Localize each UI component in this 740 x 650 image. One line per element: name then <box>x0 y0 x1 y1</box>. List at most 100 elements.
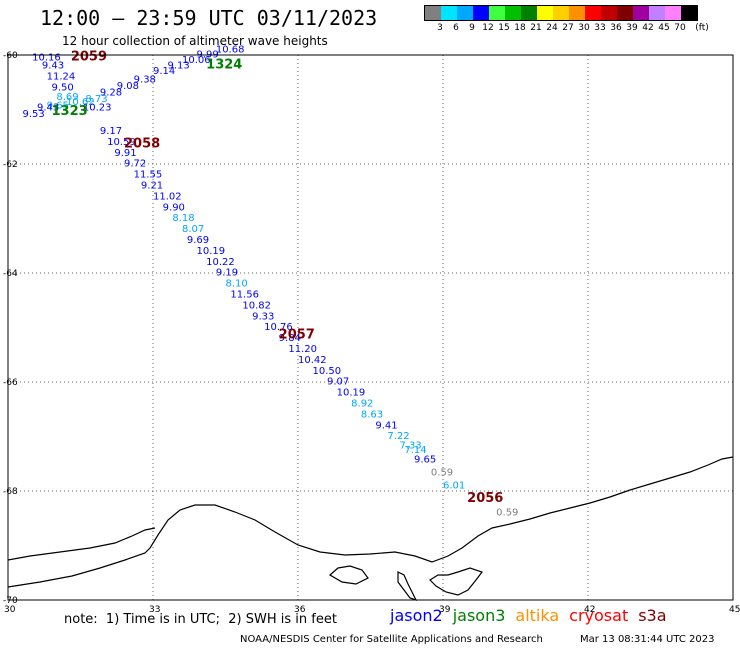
legend-tick-label: 18 <box>514 23 526 33</box>
wave-height-label: 8.63 <box>361 409 383 420</box>
legend-tick-label: 15 <box>498 23 510 33</box>
wave-height-label: 10.42 <box>298 355 327 366</box>
wave-height-label: 10.82 <box>242 300 271 311</box>
legend-tick-label: 9 <box>469 23 475 33</box>
lon-tick-label: 33 <box>149 605 160 615</box>
pass-number-label: 1323 <box>52 104 88 119</box>
legend-swatches <box>424 5 698 21</box>
wave-height-label: 10.19 <box>337 388 366 399</box>
wave-height-label: 11.55 <box>134 170 163 181</box>
pass-number-label: 2058 <box>124 137 160 152</box>
island-outline <box>328 565 369 585</box>
lat-tick-label: -60 <box>3 51 18 61</box>
legend-tick-label: 33 <box>594 23 606 33</box>
legend-tick-label: 30 <box>578 23 590 33</box>
generation-timestamp: Mar 13 08:31:44 UTC 2023 <box>580 634 715 645</box>
legend-swatch <box>441 6 457 20</box>
legend-swatch <box>649 6 665 20</box>
wave-height-label: 8.18 <box>172 213 194 224</box>
wave-height-label: 0.59 <box>431 468 453 479</box>
wave-height-label: 10.06 <box>182 55 211 66</box>
legend-tick-label: 6 <box>453 23 459 33</box>
legend-swatch <box>569 6 585 20</box>
legend-swatch <box>537 6 553 20</box>
legend-tick-label: 21 <box>530 23 542 33</box>
legend-tick-label: 39 <box>626 23 638 33</box>
legend-swatch <box>633 6 649 20</box>
wave-height-label: 9.91 <box>114 148 136 159</box>
legend-swatch <box>505 6 521 20</box>
wave-height-label: 9.84 <box>279 333 301 344</box>
wave-height-label: 11.20 <box>288 344 317 355</box>
wave-height-label: 10.16 <box>32 52 61 63</box>
wave-height-label: 11.24 <box>47 72 76 83</box>
satellite-track-labels: 10.689.9910.069.139.149.389.089.288.7310… <box>23 44 519 518</box>
legend-swatch <box>601 6 617 20</box>
island-outline <box>397 571 418 602</box>
wave-height-label: 10.59 <box>107 137 136 148</box>
legend-swatch <box>489 6 505 20</box>
lat-tick-label: -66 <box>3 378 18 388</box>
wave-height-label: 11.02 <box>153 191 182 202</box>
legend-tick-label: 36 <box>610 23 622 33</box>
legend-swatch <box>553 6 569 20</box>
map-subtitle: 12 hour collection of altimeter wave hei… <box>62 34 328 48</box>
wave-height-label: 10.19 <box>197 246 226 257</box>
legend-labels: 3 6 9 12 15 18 21 24 27 30 33 36 39 42 45 70 (ft) <box>424 21 709 35</box>
legend-tick-label: 70 <box>674 23 686 33</box>
lon-tick-label: 36 <box>294 605 306 615</box>
lon-tick-label: 45 <box>729 605 740 615</box>
lat-tick-label: -64 <box>3 269 18 279</box>
pass-number-label: 2057 <box>279 327 315 342</box>
legend-swatch <box>617 6 633 20</box>
wave-height-label: 9.69 <box>187 235 209 246</box>
wave-height-label: 0.59 <box>496 508 518 519</box>
credit-line: NOAA/NESDIS Center for Satellite Applica… <box>240 634 543 645</box>
wave-height-label: 8.07 <box>182 224 204 235</box>
wave-height-label: 9.65 <box>414 455 436 466</box>
color-legend: 3 6 9 12 15 18 21 24 27 30 33 36 39 42 45 70 (ft) <box>424 5 709 35</box>
satellite-key-jason3: jason3 <box>452 606 506 625</box>
lat-tick-label: -70 <box>3 596 18 606</box>
wave-height-label: 7.22 <box>387 431 409 442</box>
wave-height-label: 9.13 <box>168 61 190 72</box>
wave-height-label: 11.56 <box>230 290 259 301</box>
wave-height-label: 9.65 <box>47 100 69 111</box>
antarctic-coastline <box>7 456 734 602</box>
wave-height-label: 10.76 <box>264 322 293 333</box>
satellite-key-altika: altika <box>515 606 560 625</box>
wave-height-label: 10.62 <box>66 97 95 108</box>
wave-height-label: 9.38 <box>134 74 156 85</box>
legend-tick-label: 27 <box>562 23 574 33</box>
wave-height-label: 9.28 <box>100 87 122 98</box>
pass-number-label: 2056 <box>467 491 503 506</box>
legend-swatch <box>585 6 601 20</box>
map-title: 12:00 – 23:59 UTC 03/11/2023 <box>40 6 378 30</box>
coastline-path <box>429 567 483 596</box>
satellite-key: jason2 jason3 altika cryosat s3a <box>390 606 677 625</box>
wave-height-label: 10.22 <box>206 257 235 268</box>
pass-number-label: 2059 <box>71 49 107 64</box>
wave-height-label: 10.68 <box>216 44 245 55</box>
wave-height-label: 9.17 <box>100 126 122 137</box>
satellite-key-s3a: s3a <box>638 606 667 625</box>
wave-height-label: 8.73 <box>85 94 107 105</box>
pass-number-label: 1324 <box>206 58 242 73</box>
legend-unit-label: (ft) <box>695 23 709 33</box>
wave-height-label: 9.43 <box>37 103 59 114</box>
lon-tick-label: 30 <box>4 605 16 615</box>
wave-height-label: 9.21 <box>141 181 163 192</box>
wave-height-label: 9.72 <box>124 159 146 170</box>
legend-swatch <box>681 6 697 20</box>
footer-note: note: 1) Time is in UTC; 2) SWH is in fe… <box>64 612 337 627</box>
wave-height-label: 9.41 <box>375 420 397 431</box>
wave-height-label: 6.01 <box>443 480 465 491</box>
wave-height-label: 9.90 <box>163 202 185 213</box>
wave-height-label: 8.92 <box>351 399 373 410</box>
legend-tick-label: 45 <box>658 23 670 33</box>
legend-swatch <box>473 6 489 20</box>
wave-height-label: 9.07 <box>327 377 349 388</box>
legend-swatch <box>521 6 537 20</box>
satellite-key-jason2: jason2 <box>390 606 443 625</box>
